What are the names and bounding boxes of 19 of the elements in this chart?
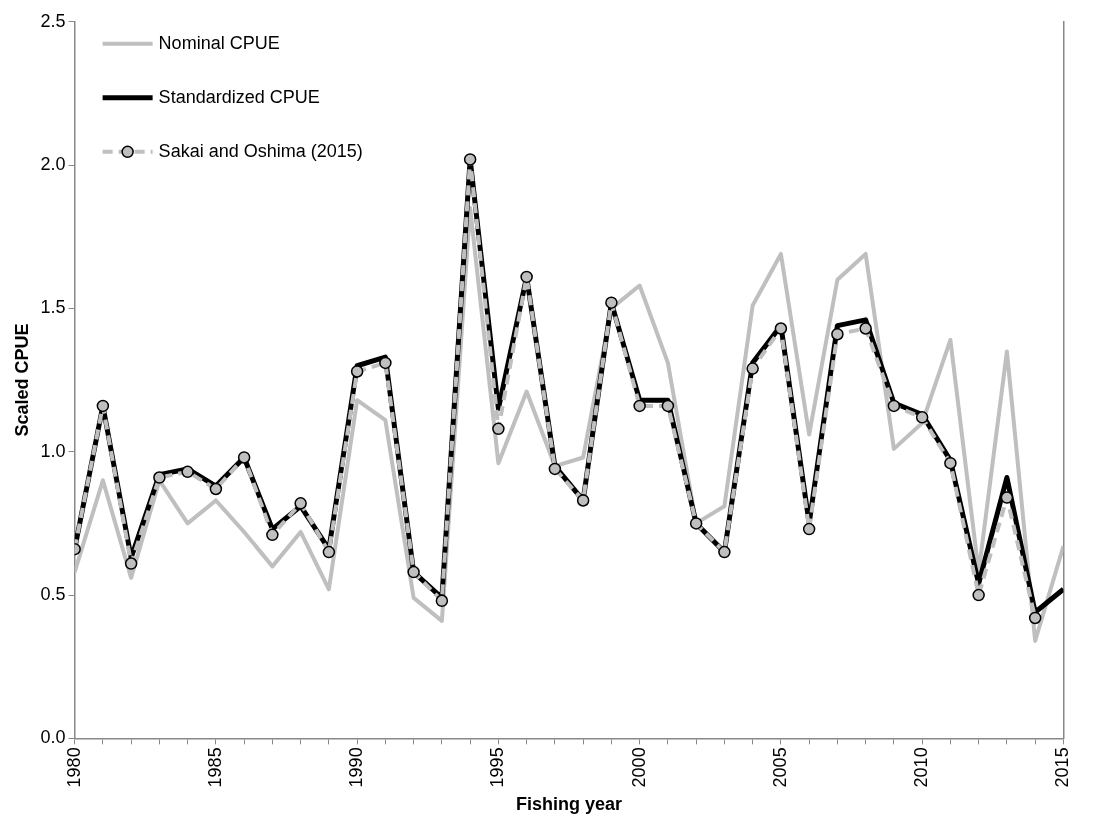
y-tick-label: 2.0 [40,154,66,175]
y-tick-label: 0.5 [40,584,66,605]
y-tick-label: 2.5 [40,10,66,31]
y-tick-label: 0.0 [40,727,66,748]
x-tick-label: 1990 [346,747,367,788]
x-tick-label: 2015 [1052,747,1073,788]
x-tick-label: 1985 [204,747,225,788]
x-tick-label: 2010 [911,747,932,788]
y-tick-label: 1.5 [40,297,66,318]
legend-label: Standardized CPUE [158,86,320,107]
x-tick-label: 2005 [769,747,790,788]
x-tick-label: 1995 [487,747,508,788]
x-tick-label: 1980 [63,747,84,788]
legend-label: Nominal CPUE [158,32,280,53]
x-axis-title: Fishing year [516,794,623,815]
y-axis-title: Scaled CPUE [11,323,32,437]
y-tick-label: 1.0 [40,440,66,461]
x-tick-label: 2000 [628,747,649,788]
legend-label: Sakai and Oshima (2015) [158,140,363,161]
